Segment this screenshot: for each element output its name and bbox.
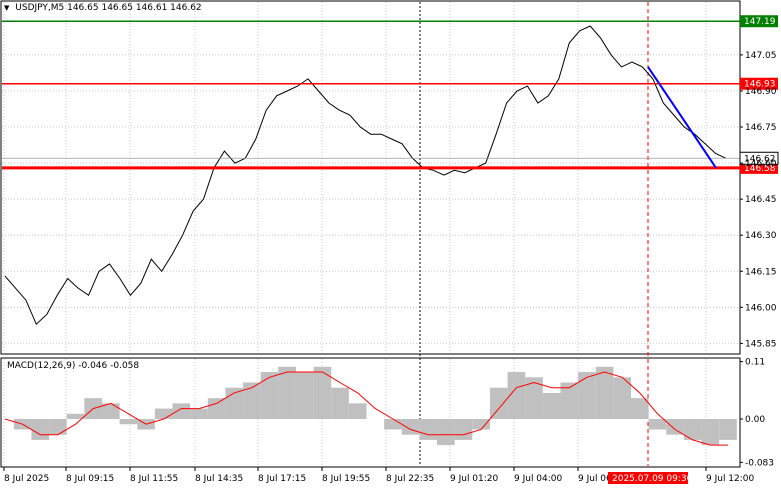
macd-histogram-bar: [525, 377, 543, 420]
time-tick-label: 8 Jul 14:35: [195, 474, 243, 484]
macd-histogram-bar: [701, 419, 720, 446]
macd-histogram-bar: [260, 372, 279, 420]
macd-header: MACD(12,26,9) -0.046 -0.058: [7, 361, 139, 371]
time-tick-label: 8 Jul 11:55: [130, 474, 178, 484]
macd-histogram-bar: [31, 419, 50, 440]
time-tick-label: 8 Jul 2025: [4, 474, 49, 484]
trend-line: [647, 66, 717, 169]
price-tick-label: 146.90: [745, 87, 777, 97]
current-price-tag: [739, 151, 779, 165]
time-tick-label: 8 Jul 19:55: [322, 474, 370, 484]
macd-indicator: [4, 366, 737, 446]
axes: 147.05 146.90 146.75 146.60 146.45 146.30 146.…: [3, 51, 777, 484]
price-tick-label: 146.15: [745, 267, 777, 277]
macd-histogram-bar: [313, 366, 332, 420]
macd-signal-line: [4, 371, 728, 446]
current-price-label: 146.62: [744, 154, 776, 164]
menu-triangle-icon[interactable]: ▼: [4, 4, 10, 12]
macd-histogram-bar: [613, 377, 632, 420]
macd-histogram-bar: [666, 419, 684, 435]
price-tick-label: 147.05: [745, 51, 777, 61]
level-price-label: 146.58: [744, 164, 776, 174]
level-price-label: 146.93: [744, 80, 776, 90]
macd-values: -0.046 -0.058: [78, 361, 140, 371]
price-tick-label: 146.00: [745, 303, 777, 313]
macd-histogram-bar: [295, 372, 314, 420]
time-tick-label: 8 Jul 17:15: [258, 474, 306, 484]
price-tick-label: 146.45: [745, 195, 777, 205]
macd-histogram-bar: [243, 382, 261, 420]
price-tick-label: 145.85: [745, 339, 777, 349]
level-price-tag: [740, 161, 778, 174]
time-tick-label: 9 Jul 04:00: [514, 474, 563, 484]
level-price-tag: [740, 15, 778, 28]
macd-histogram-bar: [207, 398, 226, 420]
time-tick-label: 9 Jul 01:20: [450, 474, 499, 484]
time-tick-label: 8 Jul 09:15: [66, 474, 114, 484]
macd-histogram-bar: [631, 398, 649, 420]
macd-histogram-bar: [190, 408, 208, 420]
price-line: [4, 25, 727, 326]
macd-title: MACD(12,26,9): [7, 361, 76, 371]
macd-histogram-bar: [384, 419, 402, 430]
price-tick-label: 146.60: [745, 159, 777, 169]
time-tick-label: 9 Jul 12:00: [706, 474, 755, 484]
macd-histogram-bar: [454, 419, 473, 440]
price-tick-label: 146.75: [745, 123, 777, 133]
macd-histogram-bar: [507, 372, 526, 420]
macd-histogram-bar: [489, 387, 508, 420]
grid-lines: [2, 2, 740, 466]
macd-tick-label: -0.083: [745, 458, 774, 468]
macd-histogram-bar: [401, 419, 420, 435]
macd-histogram-bar: [560, 382, 579, 420]
macd-histogram-bar: [437, 419, 455, 446]
macd-histogram-bar: [49, 419, 67, 435]
price-tick-label: 146.30: [745, 231, 777, 241]
time-tick-label: 8 Jul 22:35: [386, 474, 434, 484]
macd-histogram-bar: [595, 366, 614, 420]
time-tick-label: 9 Jul 06:40: [578, 474, 627, 484]
macd-histogram-bar: [278, 366, 296, 420]
macd-histogram-bar: [472, 419, 490, 430]
price-pane-frame: [0, 0, 741, 355]
chart-header: ▼ USDJPY,M5 146.65 146.65 146.61 146.62: [4, 3, 202, 13]
macd-histogram-bar: [101, 403, 120, 420]
price-series-path: [4, 25, 727, 326]
macd-histogram-bar: [154, 408, 173, 420]
macd-tick-label: 0.00: [745, 415, 765, 425]
macd-histogram-bar: [172, 403, 191, 420]
macd-histogram-bar: [119, 419, 138, 425]
macd-histogram-bar: [348, 403, 367, 420]
macd-histogram-bar: [648, 419, 667, 430]
macd-histogram-bar: [331, 387, 349, 420]
level-price-tag: [740, 77, 778, 90]
cursor-time-label: 2025.07.09 09:30: [612, 474, 693, 484]
macd-tick-label: 0.11: [745, 358, 765, 368]
symbol-timeframe: USDJPY,M5: [15, 3, 65, 13]
macd-histogram-bar: [683, 419, 702, 440]
macd-histogram-bar: [578, 372, 596, 420]
macd-histogram-bar: [66, 413, 85, 420]
macd-histogram-bar: [419, 419, 438, 440]
level-price-label: 147.19: [744, 17, 776, 27]
ohlc-values: 146.65 146.65 146.61 146.62: [67, 3, 202, 13]
macd-histogram-bar: [719, 419, 737, 440]
macd-histogram-bar: [542, 392, 561, 420]
cursor-time-tag: [608, 472, 688, 484]
